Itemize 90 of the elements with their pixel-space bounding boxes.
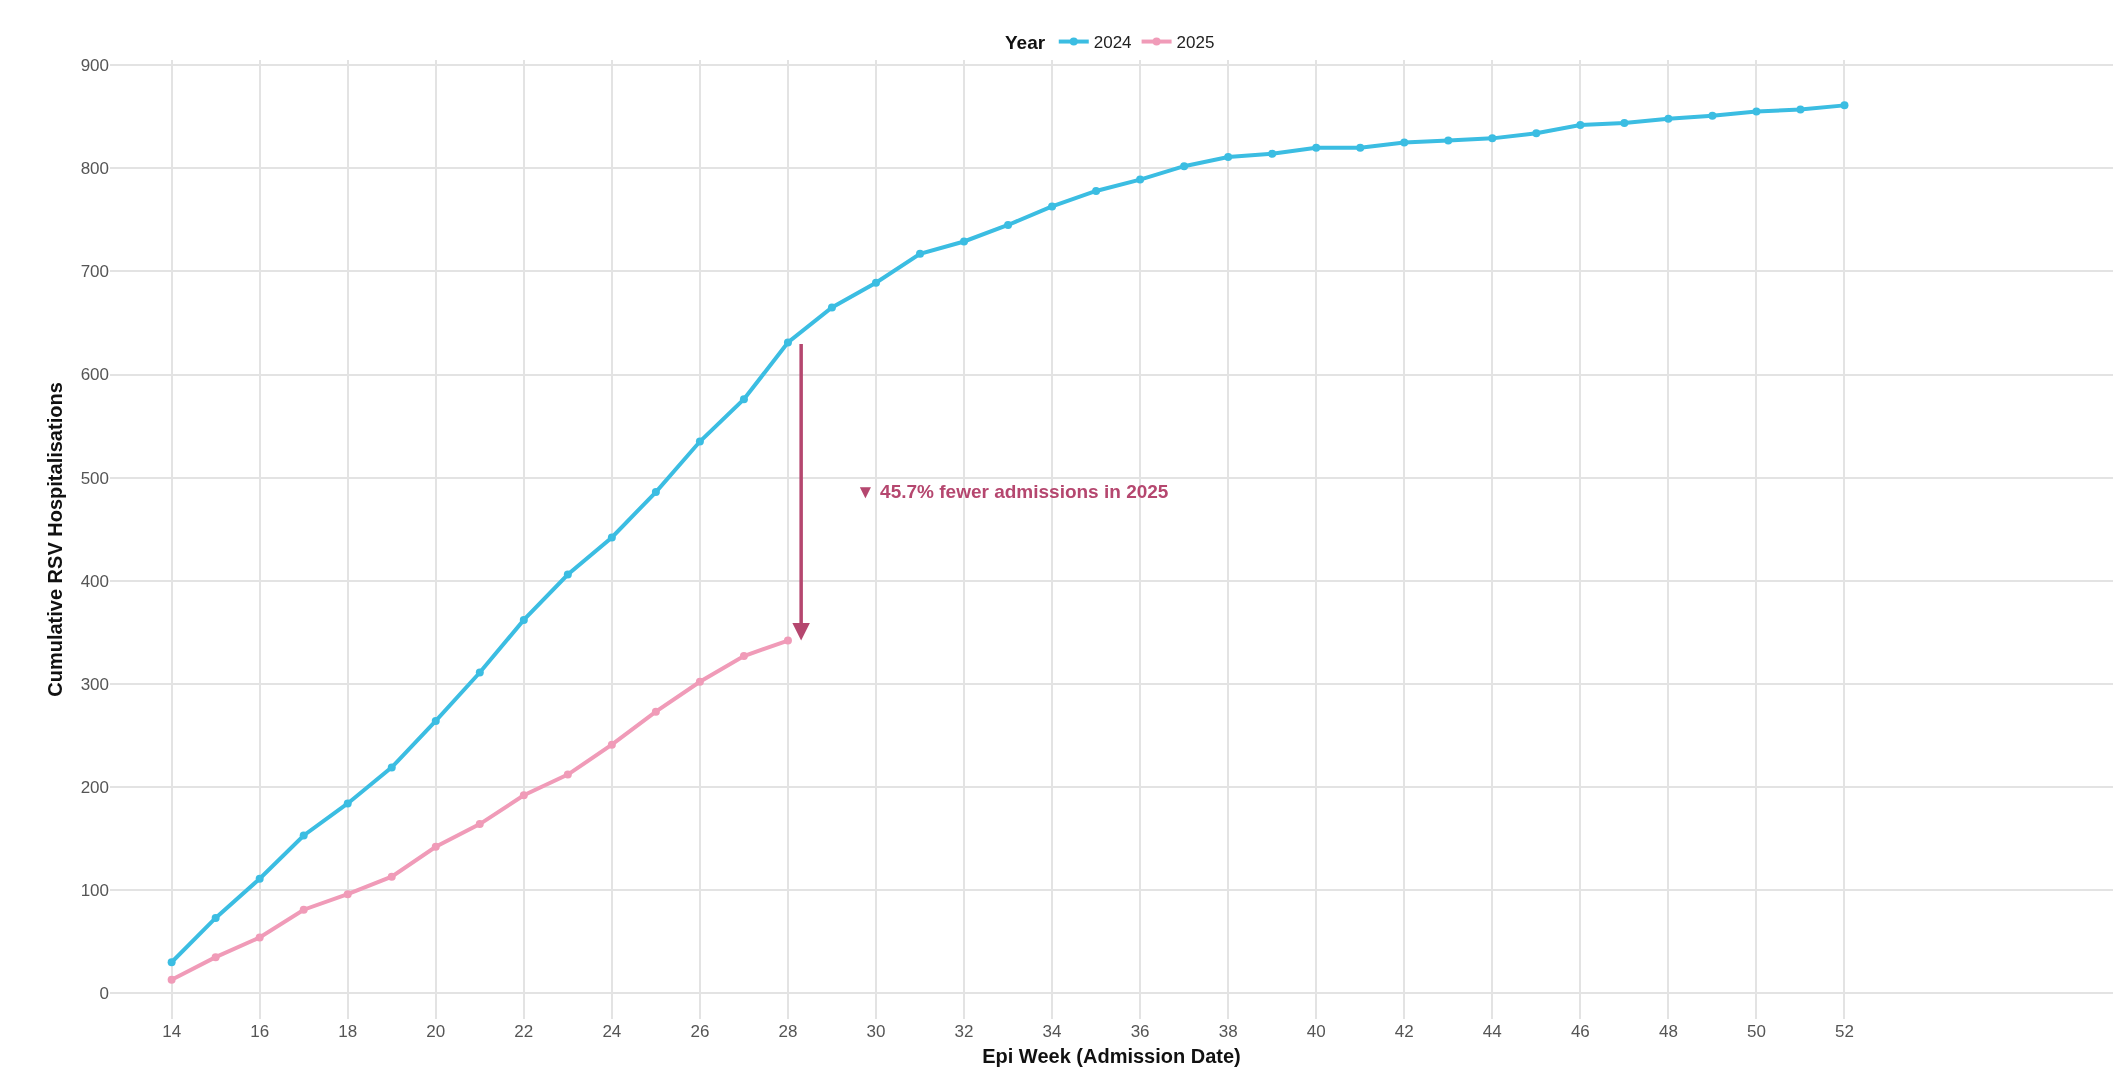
y-tick-label: 700 — [80, 262, 109, 282]
point — [387, 872, 396, 881]
point — [827, 303, 836, 312]
point — [431, 716, 440, 725]
point — [1224, 152, 1233, 161]
legend-label: 2025 — [1176, 33, 1215, 53]
point — [916, 249, 924, 258]
point — [1532, 129, 1541, 138]
point — [431, 842, 440, 851]
point — [387, 763, 396, 772]
y-tick-label: 400 — [80, 571, 109, 591]
x-tick-label: 44 — [1482, 1022, 1502, 1041]
x-axis-title: Epi Week (Admission Date) — [982, 1044, 1241, 1067]
legend-label: 2024 — [1093, 33, 1132, 53]
point — [299, 831, 308, 840]
x-tick-label: 14 — [162, 1022, 182, 1041]
y-tick-label: 100 — [80, 881, 109, 901]
point — [211, 953, 220, 962]
point — [651, 488, 660, 497]
x-tick-label: 38 — [1218, 1022, 1238, 1041]
point — [475, 820, 484, 829]
x-tick-label: 48 — [1658, 1022, 1678, 1041]
point — [871, 278, 880, 287]
point — [739, 652, 748, 661]
point — [1840, 101, 1849, 110]
point — [1444, 136, 1453, 145]
point — [1004, 220, 1013, 229]
x-tick-label: 40 — [1306, 1022, 1326, 1041]
point — [960, 237, 969, 246]
y-tick-label: 600 — [80, 365, 109, 385]
x-tick-label: 50 — [1746, 1022, 1766, 1041]
x-tick-label: 34 — [1042, 1022, 1062, 1041]
legend-title: Year — [1005, 31, 1046, 53]
point — [343, 799, 352, 808]
point — [1092, 186, 1101, 195]
point — [1664, 114, 1673, 123]
point — [563, 770, 572, 779]
y-tick-label: 900 — [80, 56, 109, 76]
y-tick-label: 500 — [80, 468, 109, 488]
point — [1400, 138, 1409, 147]
point — [651, 707, 660, 716]
x-tick-label: 18 — [338, 1022, 358, 1041]
point — [695, 437, 704, 446]
point — [607, 533, 616, 542]
point — [1312, 143, 1321, 152]
point — [475, 668, 484, 677]
x-tick-label: 24 — [602, 1022, 622, 1041]
x-tick-label: 42 — [1394, 1022, 1414, 1041]
point — [519, 791, 528, 800]
point — [1796, 105, 1805, 114]
point — [167, 975, 176, 984]
x-tick-label: 52 — [1835, 1022, 1854, 1041]
point — [1576, 120, 1585, 129]
point — [1356, 143, 1365, 152]
x-tick-label: 32 — [954, 1022, 974, 1041]
x-tick-label: 16 — [250, 1022, 270, 1041]
point — [1708, 111, 1717, 120]
y-tick-label: 0 — [99, 984, 109, 1004]
point — [343, 890, 352, 899]
point — [1752, 107, 1761, 116]
point — [695, 677, 704, 686]
point — [1048, 202, 1057, 211]
point — [1488, 134, 1497, 143]
y-tick-label: 200 — [80, 777, 109, 797]
point — [563, 570, 572, 579]
point — [1180, 162, 1189, 171]
x-tick-label: 46 — [1570, 1022, 1590, 1041]
point — [783, 636, 792, 645]
point — [739, 395, 748, 404]
point — [1268, 149, 1277, 158]
x-tick-label: 36 — [1130, 1022, 1150, 1041]
x-tick-label: 28 — [778, 1022, 798, 1041]
y-tick-label: 300 — [80, 674, 109, 694]
point — [211, 913, 220, 922]
point — [519, 615, 528, 624]
x-tick-label: 20 — [426, 1022, 446, 1041]
point — [167, 958, 176, 967]
point — [299, 905, 308, 914]
x-tick-label: 30 — [866, 1022, 886, 1041]
point — [255, 874, 264, 883]
point — [1620, 118, 1629, 127]
x-tick-label: 26 — [690, 1022, 710, 1041]
y-tick-label: 800 — [80, 159, 109, 179]
point — [255, 933, 264, 942]
point — [1136, 175, 1145, 184]
x-tick-label: 22 — [514, 1022, 534, 1041]
annotation: ▼ 45.7% fewer admissions in 2025 — [856, 481, 1169, 502]
point — [783, 338, 792, 347]
point — [607, 740, 616, 749]
y-axis-title: Cumulative RSV Hospitalisations — [44, 382, 67, 697]
